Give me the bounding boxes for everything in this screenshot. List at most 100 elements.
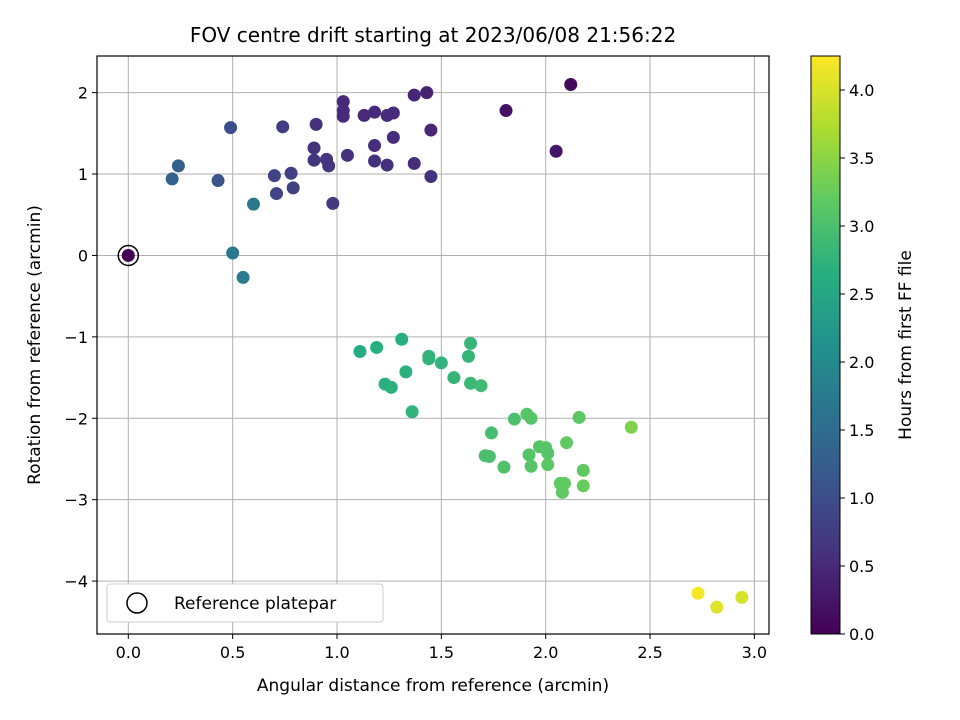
grid [97, 56, 769, 634]
scatter-point [497, 460, 511, 474]
x-tick-label: 0.0 [116, 643, 141, 662]
y-axis-label: Rotation from reference (arcmin) [25, 205, 45, 485]
scatter-point [386, 130, 400, 144]
reference-marker [117, 244, 140, 267]
scatter-point [368, 105, 382, 119]
scatter-point [735, 590, 749, 604]
scatter-point [211, 174, 225, 188]
colorbar-tick-label: 2.5 [849, 285, 874, 304]
scatter-point [499, 104, 513, 118]
scatter-point [395, 332, 409, 346]
x-axis-label: Angular distance from reference (arcmin) [257, 676, 609, 696]
scatter-point [171, 159, 185, 173]
scatter-point [691, 586, 705, 600]
scatter-point [322, 159, 336, 173]
scatter-point [336, 95, 350, 109]
y-tick-label: 0 [78, 246, 88, 265]
scatter-point [549, 144, 563, 158]
scatter-point [407, 156, 421, 170]
scatter-point [424, 123, 438, 137]
scatter-point [564, 77, 578, 91]
scatter-point [224, 121, 238, 135]
y-tick-label: −4 [64, 572, 88, 591]
scatter-point [420, 86, 434, 100]
scatter-point [447, 371, 461, 385]
scatter-point [422, 349, 436, 363]
colorbar-tick-label: 0.0 [849, 625, 874, 644]
scatter-point [384, 380, 398, 394]
scatter-point [340, 148, 354, 162]
scatter-point [370, 340, 384, 354]
scatter-point [464, 336, 478, 350]
scatter-point [710, 600, 724, 614]
scatter-point [236, 270, 250, 284]
chart-title: FOV centre drift starting at 2023/06/08 … [190, 23, 676, 47]
scatter-point [307, 153, 321, 167]
scatter-point [482, 450, 496, 464]
scatter-point [247, 197, 261, 211]
scatter-point [267, 169, 281, 183]
colorbar: 0.0 0.5 1.0 1.5 2.0 2.5 3.0 3.5 4.0 Hours from f… [810, 55, 916, 644]
colorbar-tick-label: 3.0 [849, 217, 874, 236]
reference-circle [117, 244, 140, 267]
colorbar-tick-label: 1.5 [849, 421, 874, 440]
colorbar-tick-label: 0.5 [849, 557, 874, 576]
scatter-point [576, 463, 590, 477]
colorbar-tick-label: 2.0 [849, 353, 874, 372]
y-tick-label: 2 [78, 84, 88, 103]
scatter-point [407, 88, 421, 102]
scatter-point [484, 426, 498, 440]
scatter-point [572, 410, 586, 424]
scatter-point [357, 108, 371, 122]
scatter-point [368, 139, 382, 153]
scatter-point [353, 345, 367, 359]
y-tick-label: −2 [64, 409, 88, 428]
x-tick-label: 2.5 [637, 643, 662, 662]
scatter-point [557, 476, 571, 490]
scatter-point [121, 248, 135, 262]
scatter-point [424, 169, 438, 183]
scatter-point [474, 379, 488, 393]
plot-frame [96, 55, 770, 635]
scatter-point [434, 356, 448, 370]
scatter-point [336, 109, 350, 123]
legend-box [106, 583, 384, 623]
scatter-point [269, 187, 283, 201]
x-tick-label: 2.0 [533, 643, 558, 662]
colorbar-label: Hours from first FF file [896, 250, 916, 440]
y-tick-label: 1 [78, 165, 88, 184]
legend-marker-icon [126, 592, 148, 614]
scatter-point [326, 196, 340, 210]
scatter-point [541, 458, 555, 472]
scatter-point [576, 479, 590, 493]
colorbar-gradient [810, 55, 841, 635]
scatter-point [405, 405, 419, 419]
scatter-point [276, 120, 290, 134]
x-tick-label: 0.5 [220, 643, 245, 662]
scatter-point [524, 459, 538, 473]
scatter-point [522, 448, 536, 462]
scatter-points [121, 77, 749, 614]
scatter-point [399, 365, 413, 379]
y-tick-label: −1 [64, 328, 88, 347]
scatter-point [624, 420, 638, 434]
scatter-point [309, 117, 323, 131]
scatter-point [368, 154, 382, 168]
colorbar-tick-label: 4.0 [849, 81, 874, 100]
legend: Reference platepar [106, 583, 384, 623]
scatter-point [461, 349, 475, 363]
scatter-point [386, 106, 400, 120]
y-axis: −4 −3 −2 −1 0 1 2 [64, 84, 97, 591]
scatter-point [524, 411, 538, 425]
scatter-point [380, 158, 394, 172]
x-tick-label: 1.0 [324, 643, 349, 662]
scatter-point [226, 246, 240, 260]
x-axis: 0.0 0.5 1.0 1.5 2.0 2.5 3.0 [116, 634, 767, 662]
scatter-point [165, 172, 179, 186]
x-tick-label: 1.5 [429, 643, 454, 662]
legend-entry-reference: Reference platepar [174, 594, 336, 614]
colorbar-tick-label: 1.0 [849, 489, 874, 508]
scatter-point [307, 141, 321, 155]
colorbar-ticks: 0.0 0.5 1.0 1.5 2.0 2.5 3.0 3.5 4.0 [840, 81, 874, 644]
